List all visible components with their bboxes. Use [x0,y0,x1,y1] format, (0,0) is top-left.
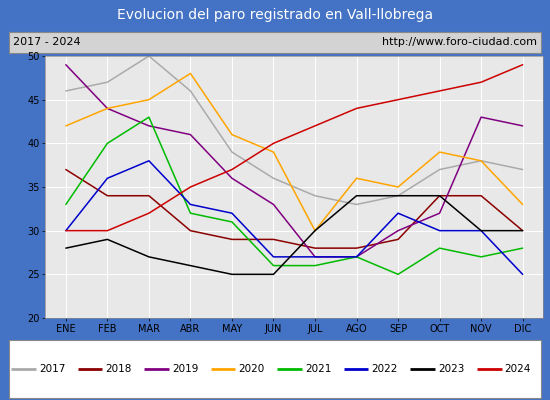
Text: 2024: 2024 [505,364,531,374]
Text: 2020: 2020 [239,364,265,374]
Text: 2021: 2021 [305,364,332,374]
Text: 2019: 2019 [172,364,199,374]
Text: 2017: 2017 [39,364,65,374]
Text: 2018: 2018 [106,364,132,374]
Text: 2023: 2023 [438,364,465,374]
Text: http://www.foro-ciudad.com: http://www.foro-ciudad.com [382,37,537,47]
Text: 2017 - 2024: 2017 - 2024 [13,37,81,47]
Text: Evolucion del paro registrado en Vall-llobrega: Evolucion del paro registrado en Vall-ll… [117,8,433,22]
Text: 2022: 2022 [372,364,398,374]
